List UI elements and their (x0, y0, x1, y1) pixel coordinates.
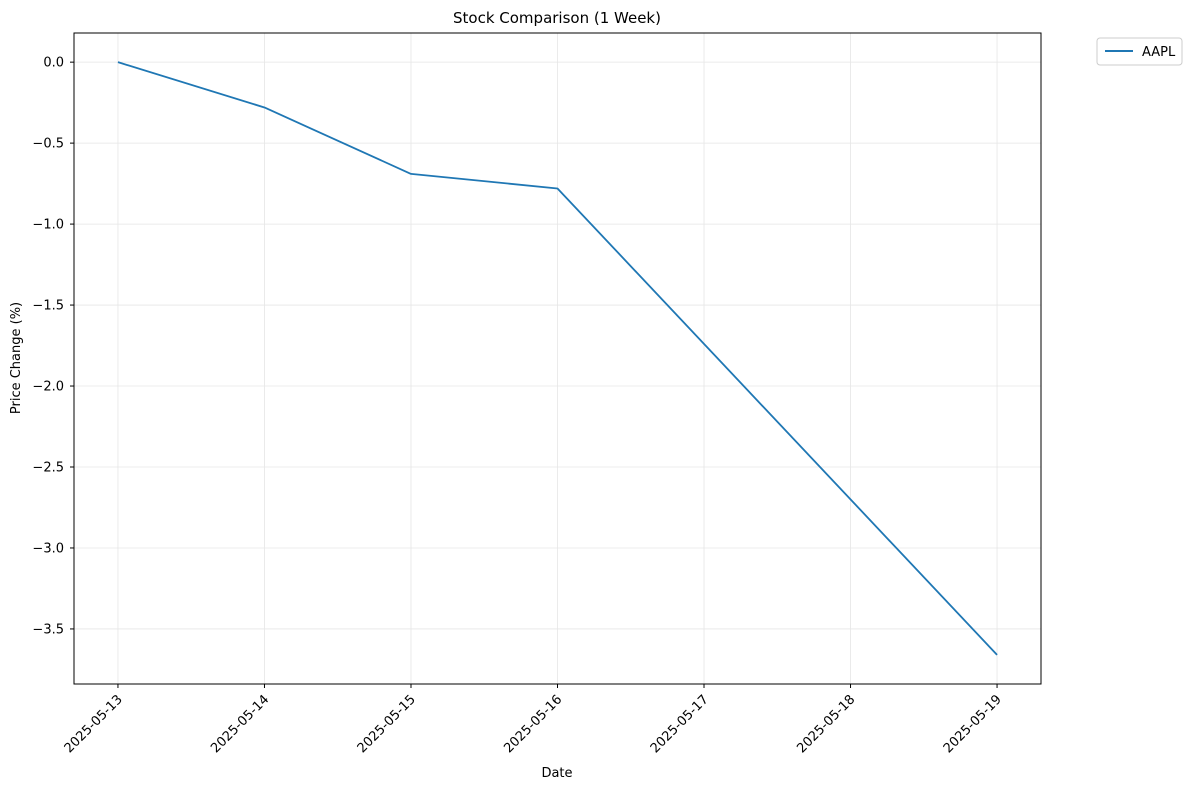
x-axis-label: Date (541, 766, 572, 781)
y-tick-label: −2.5 (32, 461, 64, 476)
chart-title: Stock Comparison (1 Week) (453, 9, 661, 27)
y-tick-label: −1.0 (32, 218, 64, 233)
y-tick-label: −3.5 (32, 622, 64, 637)
y-tick-label: 0.0 (43, 56, 64, 71)
grid (74, 33, 1041, 684)
x-tick-label: 2025-05-15 (355, 692, 419, 756)
series-layer (117, 61, 998, 656)
legend: AAPL (1096, 37, 1183, 66)
x-tick-label: 2025-05-14 (208, 692, 272, 756)
x-tick-label: 2025-05-16 (501, 692, 565, 756)
y-tick-label: −3.0 (32, 541, 64, 556)
x-tick-label: 2025-05-17 (648, 692, 712, 756)
y-tick-label: −0.5 (32, 137, 64, 152)
y-ticks: 0.0 −0.5 −1.0 −1.5 −2.0 −2.5 −3.0 −3.5 (32, 56, 74, 637)
y-axis-label: Price Change (%) (9, 302, 24, 414)
legend-box (1096, 37, 1183, 66)
x-tick-label: 2025-05-13 (62, 692, 126, 756)
series-line-aapl (117, 61, 998, 656)
plot-frame (73, 32, 1042, 685)
y-tick-label: −1.5 (32, 299, 64, 314)
x-tick-label: 2025-05-19 (941, 692, 1005, 756)
x-tick-label: 2025-05-18 (794, 692, 858, 756)
legend-label-aapl: AAPL (1142, 45, 1176, 60)
x-ticks: 2025-05-13 2025-05-14 2025-05-15 2025-05-16… (62, 684, 1005, 756)
y-tick-label: −2.0 (32, 380, 64, 395)
